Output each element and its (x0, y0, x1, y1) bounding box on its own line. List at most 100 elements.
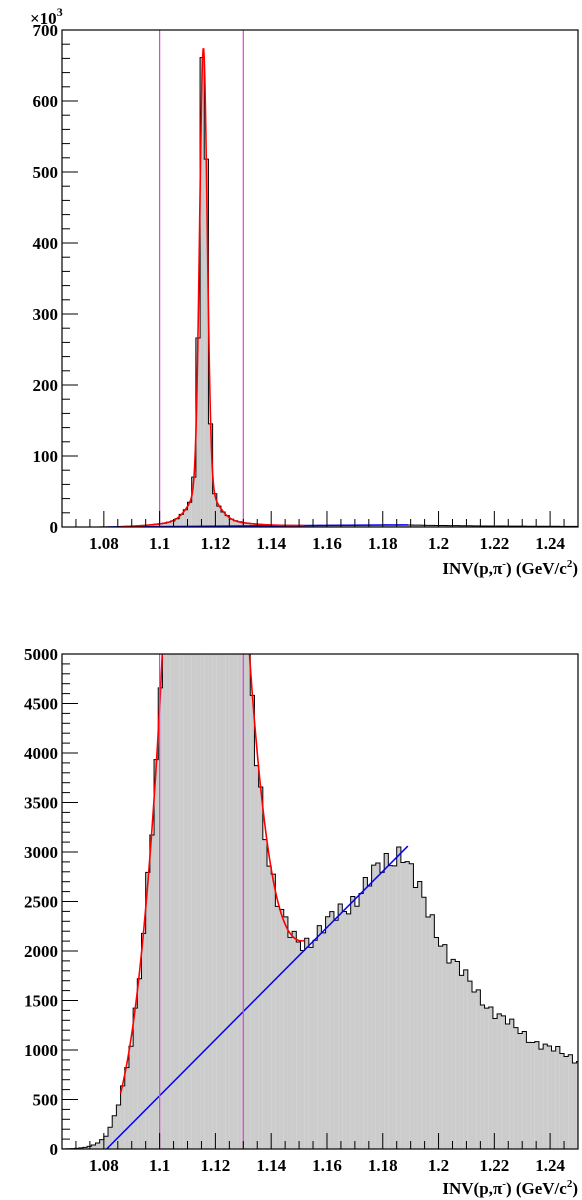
y-tick-label: 2500 (24, 893, 58, 912)
histogram-bin (384, 524, 389, 527)
histogram-bin (108, 1127, 113, 1149)
histogram-bin (321, 932, 326, 1149)
histogram-bin (367, 885, 372, 1149)
histogram-bin (463, 525, 468, 527)
histogram-bin (225, 515, 230, 527)
histogram-bin (455, 525, 460, 527)
histogram-bin (409, 524, 414, 527)
histogram-bin (501, 1015, 506, 1149)
histogram-bin (103, 1136, 109, 1149)
histogram-bin (275, 906, 280, 1149)
histogram-bin (296, 942, 301, 1149)
histogram-bin (359, 893, 364, 1149)
histogram-bin (212, 493, 217, 527)
top-plot-layer: 1.08 1.1 1.12 1.14 1.16 1.18 1.2 1.22 1.24 0 100 20… (33, 21, 579, 553)
histogram-bin (342, 911, 347, 1149)
histogram-bin (467, 981, 473, 1149)
histogram-bin (120, 1085, 125, 1149)
histogram-bin (137, 978, 142, 1149)
histogram-bin (200, 654, 205, 1149)
histogram-bin (354, 525, 360, 527)
x-tick-label: 1.22 (479, 534, 509, 553)
histogram-bin (220, 654, 226, 1149)
x-tick-label: 1.2 (428, 534, 449, 553)
histogram-bin (375, 862, 380, 1149)
histogram-bin (313, 525, 318, 527)
histogram-bin (329, 525, 334, 527)
histogram-bin (476, 989, 481, 1149)
histogram-bin (484, 1008, 489, 1149)
histogram-bin (392, 524, 397, 527)
top-histogram-chart: 1.08 1.1 1.12 1.14 1.16 1.18 1.2 1.22 1.24 0 100 20… (30, 5, 579, 578)
y-tick-label: 200 (33, 376, 59, 395)
histogram-bin (555, 1046, 560, 1149)
x-tick-label: 1.16 (312, 534, 342, 553)
histogram-bin (375, 524, 380, 527)
histogram-bin (522, 1031, 527, 1149)
histogram-bin (543, 1044, 548, 1149)
histogram-bin (572, 1062, 577, 1149)
y-tick-label: 500 (33, 1091, 59, 1110)
histogram-bin (279, 909, 284, 1149)
histogram-bin (325, 525, 330, 527)
histogram-bin (124, 1067, 129, 1149)
x-tick-label: 1.14 (256, 1156, 286, 1175)
histogram-bin (254, 765, 259, 1149)
histogram-bin (551, 1050, 556, 1149)
histogram-bin (480, 1005, 485, 1149)
histogram-bin (154, 524, 159, 527)
histogram-bin (195, 654, 201, 1149)
signal-fit-curve (119, 654, 305, 1094)
histogram-bin (229, 519, 234, 527)
histogram-bin (568, 1054, 573, 1149)
histogram-bin (99, 1139, 104, 1149)
histogram-bin (112, 1115, 117, 1149)
histogram-bin (559, 1053, 565, 1149)
histogram-bin (363, 877, 368, 1149)
y-tick-label: 1500 (24, 992, 58, 1011)
y-tick-label: 400 (33, 234, 59, 253)
histogram-bin (304, 938, 309, 1149)
histogram-bin (208, 423, 213, 527)
histogram-bin (538, 1049, 544, 1149)
x-tick-label: 1.14 (256, 534, 286, 553)
histogram-bin (216, 506, 221, 527)
histogram-bin (145, 872, 150, 1149)
y-tick-label: 500 (33, 163, 59, 182)
x-tick-label: 1.16 (312, 1156, 342, 1175)
histogram-bin (233, 654, 238, 1149)
histogram-bin (204, 654, 209, 1149)
histogram-outline (62, 654, 578, 1149)
y-multiplier-label: ×103 (30, 5, 63, 28)
histogram-bin (421, 525, 426, 527)
histogram-bin (455, 961, 460, 1149)
histogram-bin (87, 1146, 92, 1149)
x-tick-label: 1.12 (201, 1156, 231, 1175)
histogram-bin (183, 509, 188, 527)
histogram-bin (442, 525, 447, 527)
histogram-bin (158, 687, 163, 1149)
x-axis-title: INV(p,π-) (GeV/c2) (442, 558, 578, 578)
histogram-bin (216, 654, 221, 1149)
x-tick-label: 1.24 (535, 534, 565, 553)
histogram-bin (338, 904, 343, 1149)
y-tick-label: 600 (33, 92, 59, 111)
histogram-bin (204, 159, 209, 527)
plot-area (62, 654, 578, 1149)
histogram-bin (518, 1033, 523, 1149)
histogram-bin (170, 520, 175, 527)
histogram-bin (534, 1041, 539, 1149)
x-tick-label: 1.1 (149, 534, 170, 553)
histogram-bin (191, 477, 196, 527)
histogram-bin (333, 525, 339, 527)
histogram-bin (91, 1145, 96, 1149)
histogram-bin (530, 1042, 535, 1149)
y-tick-label: 100 (33, 447, 59, 466)
histogram-bin (95, 1143, 100, 1149)
histogram-bin (82, 1147, 88, 1149)
y-tick-label: 4500 (24, 695, 58, 714)
histogram-bin (379, 525, 385, 527)
histogram-bin (250, 695, 255, 1149)
histogram-bin (388, 524, 393, 527)
signal-fit-curve (120, 48, 305, 527)
